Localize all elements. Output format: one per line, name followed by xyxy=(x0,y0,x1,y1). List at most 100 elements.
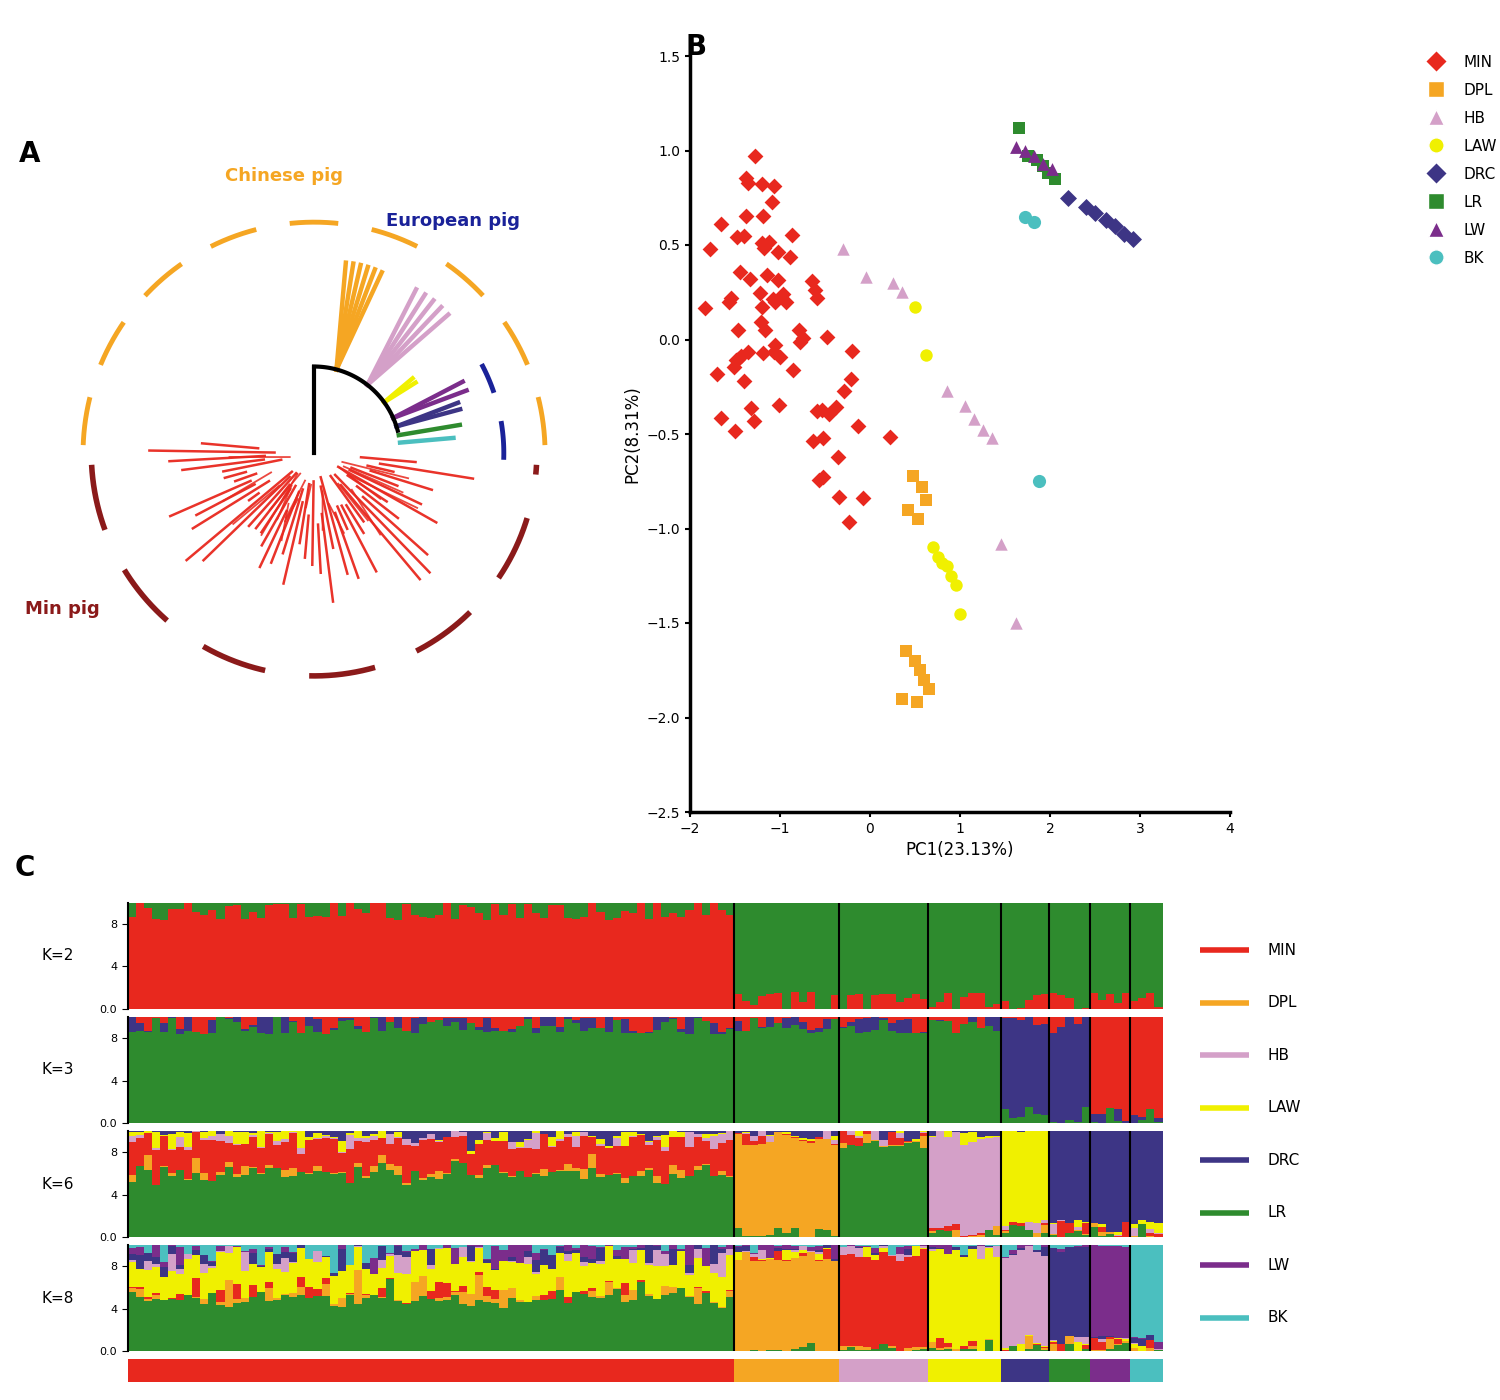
Bar xyxy=(249,1296,256,1351)
Bar xyxy=(896,1133,903,1138)
Bar xyxy=(466,903,476,907)
Bar xyxy=(839,1028,848,1029)
Bar xyxy=(888,1016,896,1023)
Bar xyxy=(871,1350,879,1351)
Bar xyxy=(314,1170,321,1238)
Bar xyxy=(662,1266,669,1287)
Bar xyxy=(1041,994,1050,1008)
Bar xyxy=(1082,1018,1089,1107)
Point xyxy=(740,398,764,420)
Bar xyxy=(896,1261,903,1351)
Bar xyxy=(321,903,330,917)
Bar xyxy=(466,1246,476,1260)
Bar xyxy=(726,1131,734,1140)
Bar xyxy=(774,1023,783,1123)
Bar xyxy=(516,1148,524,1172)
Bar xyxy=(321,1284,330,1296)
Bar xyxy=(952,1033,960,1123)
Bar xyxy=(280,1018,290,1033)
Bar xyxy=(944,1231,952,1238)
Bar xyxy=(944,903,952,993)
Bar xyxy=(338,1246,346,1249)
Bar xyxy=(879,1246,888,1247)
Bar xyxy=(492,1028,500,1032)
Bar xyxy=(209,1267,216,1292)
Point xyxy=(1120,228,1144,251)
Bar xyxy=(928,903,936,1007)
Bar xyxy=(459,1292,466,1303)
Bar xyxy=(232,1247,240,1284)
Bar xyxy=(936,1246,944,1247)
Bar xyxy=(135,1287,144,1289)
Bar xyxy=(936,1348,944,1350)
Bar xyxy=(354,1029,362,1123)
Bar xyxy=(758,1250,766,1259)
Bar xyxy=(628,1289,638,1301)
Bar xyxy=(362,1138,370,1142)
Bar xyxy=(1138,1221,1146,1224)
Bar xyxy=(524,1264,532,1302)
Bar xyxy=(216,1246,225,1250)
Bar xyxy=(135,1268,144,1287)
Bar xyxy=(209,1266,216,1267)
Bar xyxy=(1106,1232,1114,1235)
Bar xyxy=(209,910,216,1008)
Bar xyxy=(387,1246,394,1253)
Bar xyxy=(144,1170,152,1238)
Point xyxy=(816,326,840,349)
Bar xyxy=(588,1028,597,1123)
Bar xyxy=(209,1260,216,1263)
Bar xyxy=(710,1137,718,1149)
Bar xyxy=(290,903,297,917)
Bar xyxy=(1010,1246,1017,1250)
Bar xyxy=(662,1254,669,1266)
Bar xyxy=(184,1180,192,1238)
Bar xyxy=(266,1033,273,1123)
Bar xyxy=(702,1141,709,1165)
Bar xyxy=(144,1131,152,1133)
Bar xyxy=(176,1301,184,1351)
Bar xyxy=(1130,1001,1138,1008)
Bar xyxy=(168,1298,176,1299)
Bar xyxy=(969,1246,976,1249)
Bar xyxy=(225,1308,232,1351)
Bar xyxy=(338,1131,346,1141)
Bar xyxy=(192,1173,201,1238)
Bar xyxy=(249,1246,256,1249)
Bar xyxy=(516,1172,524,1238)
Bar xyxy=(1138,998,1146,1008)
Bar xyxy=(758,903,766,995)
Bar xyxy=(176,1266,184,1268)
Bar xyxy=(321,1134,330,1137)
Bar xyxy=(532,1173,540,1175)
Bar xyxy=(572,903,580,920)
Bar xyxy=(710,1246,718,1264)
Legend: MIN, DPL, HB, LAW, DRC, LR, LW, BK: MIN, DPL, HB, LAW, DRC, LR, LW, BK xyxy=(1414,49,1500,272)
Bar xyxy=(669,1019,678,1123)
Bar xyxy=(144,1301,152,1351)
Bar xyxy=(928,1016,936,1019)
Bar xyxy=(944,1131,952,1137)
Bar xyxy=(507,1246,516,1257)
Bar xyxy=(645,1170,652,1238)
Bar xyxy=(928,1131,936,1137)
Point xyxy=(880,272,904,294)
Bar xyxy=(1050,1359,1089,1382)
Bar xyxy=(710,1273,718,1302)
Bar xyxy=(548,1246,556,1254)
Point xyxy=(1004,612,1028,634)
Bar xyxy=(240,1030,249,1123)
Bar xyxy=(184,1018,192,1032)
Point xyxy=(1013,206,1036,228)
Bar xyxy=(483,1260,492,1263)
Point xyxy=(831,238,855,260)
Bar xyxy=(152,1133,160,1148)
Bar xyxy=(1130,1338,1138,1343)
Bar xyxy=(378,1298,387,1351)
Bar xyxy=(669,1173,678,1238)
Bar xyxy=(1074,903,1082,1008)
Bar xyxy=(896,1246,903,1254)
Bar xyxy=(1058,1249,1065,1252)
Bar xyxy=(928,1019,936,1123)
Bar xyxy=(1146,1229,1155,1233)
